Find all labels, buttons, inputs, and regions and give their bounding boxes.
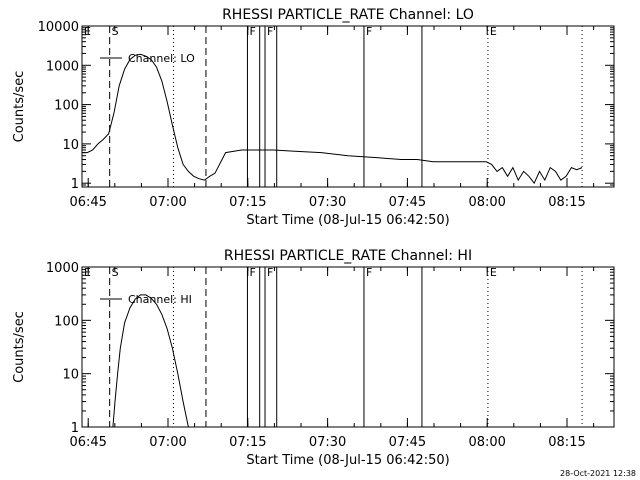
y-tick-label: 10: [62, 138, 79, 153]
event-marker-label: S: [112, 25, 119, 38]
x-tick-label: 07:15: [229, 435, 266, 450]
x-axis-label: Start Time (08-Jul-15 06:42:50): [246, 213, 449, 228]
x-tick-label: 07:30: [309, 195, 346, 210]
x-tick-label: 07:00: [149, 195, 186, 210]
x-tick-label: 08:00: [468, 435, 505, 450]
x-tick-label: 08:15: [548, 195, 585, 210]
event-marker-label: F: [267, 25, 273, 38]
series-line: [112, 294, 189, 428]
legend-label: Channel: HI: [128, 293, 192, 306]
event-marker-label: E: [84, 266, 91, 279]
footer-date: 28-Oct-2021 12:38: [560, 469, 636, 478]
chart-title: RHESSI PARTICLE_RATE Channel: LO: [222, 7, 474, 23]
x-tick-label: 07:45: [389, 435, 426, 450]
x-tick-label: 07:15: [229, 195, 266, 210]
event-marker-label: E: [490, 266, 497, 279]
y-tick-label: 100: [54, 99, 79, 114]
x-axis-label: Start Time (08-Jul-15 06:42:50): [246, 453, 449, 468]
x-tick-label: 07:00: [149, 435, 186, 450]
x-tick-label: 06:45: [69, 195, 106, 210]
hi-channel-panel: RHESSI PARTICLE_RATE Channel: HI Start Ti…: [12, 248, 615, 468]
x-tick-label: 07:30: [309, 435, 346, 450]
event-marker-label: F: [249, 266, 255, 279]
y-tick-label: 10: [62, 368, 79, 383]
chart-title: RHESSI PARTICLE_RATE Channel: HI: [224, 248, 472, 264]
y-axis-label: Counts/sec: [12, 311, 27, 383]
lo-channel-panel: RHESSI PARTICLE_RATE Channel: LO Start Ti…: [12, 7, 615, 228]
event-marker-label: F: [366, 25, 372, 38]
x-tick-label: 06:45: [69, 435, 106, 450]
event-marker-label: E: [84, 25, 91, 38]
y-tick-label: 1: [71, 421, 79, 436]
y-tick-label: 100: [54, 314, 79, 329]
plot-frame: [81, 25, 615, 188]
legend-label: Channel: LO: [128, 52, 195, 65]
event-marker-label: F: [249, 25, 255, 38]
y-axis-label: Counts/sec: [12, 71, 27, 143]
series-line: [82, 53, 583, 185]
plot-frame: [81, 266, 615, 428]
x-tick-label: 08:00: [468, 195, 505, 210]
event-marker-label: F: [366, 266, 372, 279]
y-tick-label: 10000: [38, 20, 79, 35]
event-marker-label: F: [267, 266, 273, 279]
x-tick-label: 08:15: [548, 435, 585, 450]
event-marker-label: E: [490, 25, 497, 38]
y-tick-label: 1000: [46, 59, 79, 74]
y-tick-label: 1: [71, 177, 79, 192]
event-marker-label: S: [112, 266, 119, 279]
x-tick-label: 07:45: [389, 195, 426, 210]
y-tick-label: 1000: [46, 261, 79, 276]
